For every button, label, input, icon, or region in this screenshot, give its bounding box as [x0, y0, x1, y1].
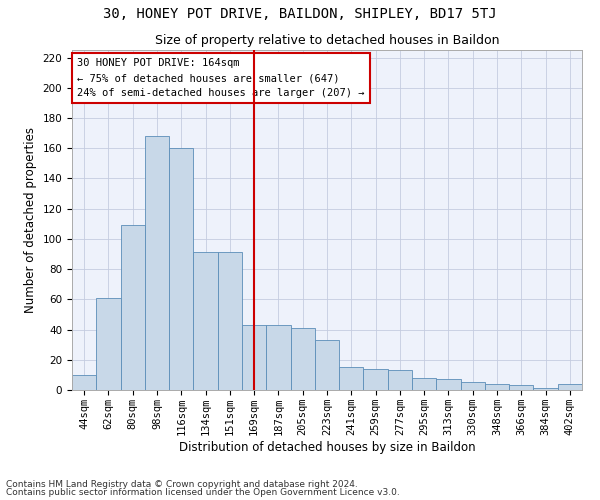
Bar — [461, 382, 485, 390]
Bar — [145, 136, 169, 390]
Bar — [121, 226, 145, 390]
Bar — [436, 380, 461, 390]
Bar — [218, 252, 242, 390]
Bar — [533, 388, 558, 390]
Bar — [558, 384, 582, 390]
Title: Size of property relative to detached houses in Baildon: Size of property relative to detached ho… — [155, 34, 499, 48]
Bar — [339, 368, 364, 390]
Bar — [412, 378, 436, 390]
Bar — [193, 252, 218, 390]
Text: 30, HONEY POT DRIVE, BAILDON, SHIPLEY, BD17 5TJ: 30, HONEY POT DRIVE, BAILDON, SHIPLEY, B… — [103, 8, 497, 22]
Bar — [364, 369, 388, 390]
Text: Contains public sector information licensed under the Open Government Licence v3: Contains public sector information licen… — [6, 488, 400, 497]
Bar — [72, 375, 96, 390]
Text: 30 HONEY POT DRIVE: 164sqm
← 75% of detached houses are smaller (647)
24% of sem: 30 HONEY POT DRIVE: 164sqm ← 75% of deta… — [77, 58, 365, 98]
Bar — [485, 384, 509, 390]
Bar — [242, 325, 266, 390]
Bar — [266, 325, 290, 390]
Bar — [290, 328, 315, 390]
Text: Contains HM Land Registry data © Crown copyright and database right 2024.: Contains HM Land Registry data © Crown c… — [6, 480, 358, 489]
Bar — [388, 370, 412, 390]
Bar — [169, 148, 193, 390]
Bar — [315, 340, 339, 390]
Bar — [96, 298, 121, 390]
Bar — [509, 386, 533, 390]
Y-axis label: Number of detached properties: Number of detached properties — [24, 127, 37, 313]
X-axis label: Distribution of detached houses by size in Baildon: Distribution of detached houses by size … — [179, 440, 475, 454]
